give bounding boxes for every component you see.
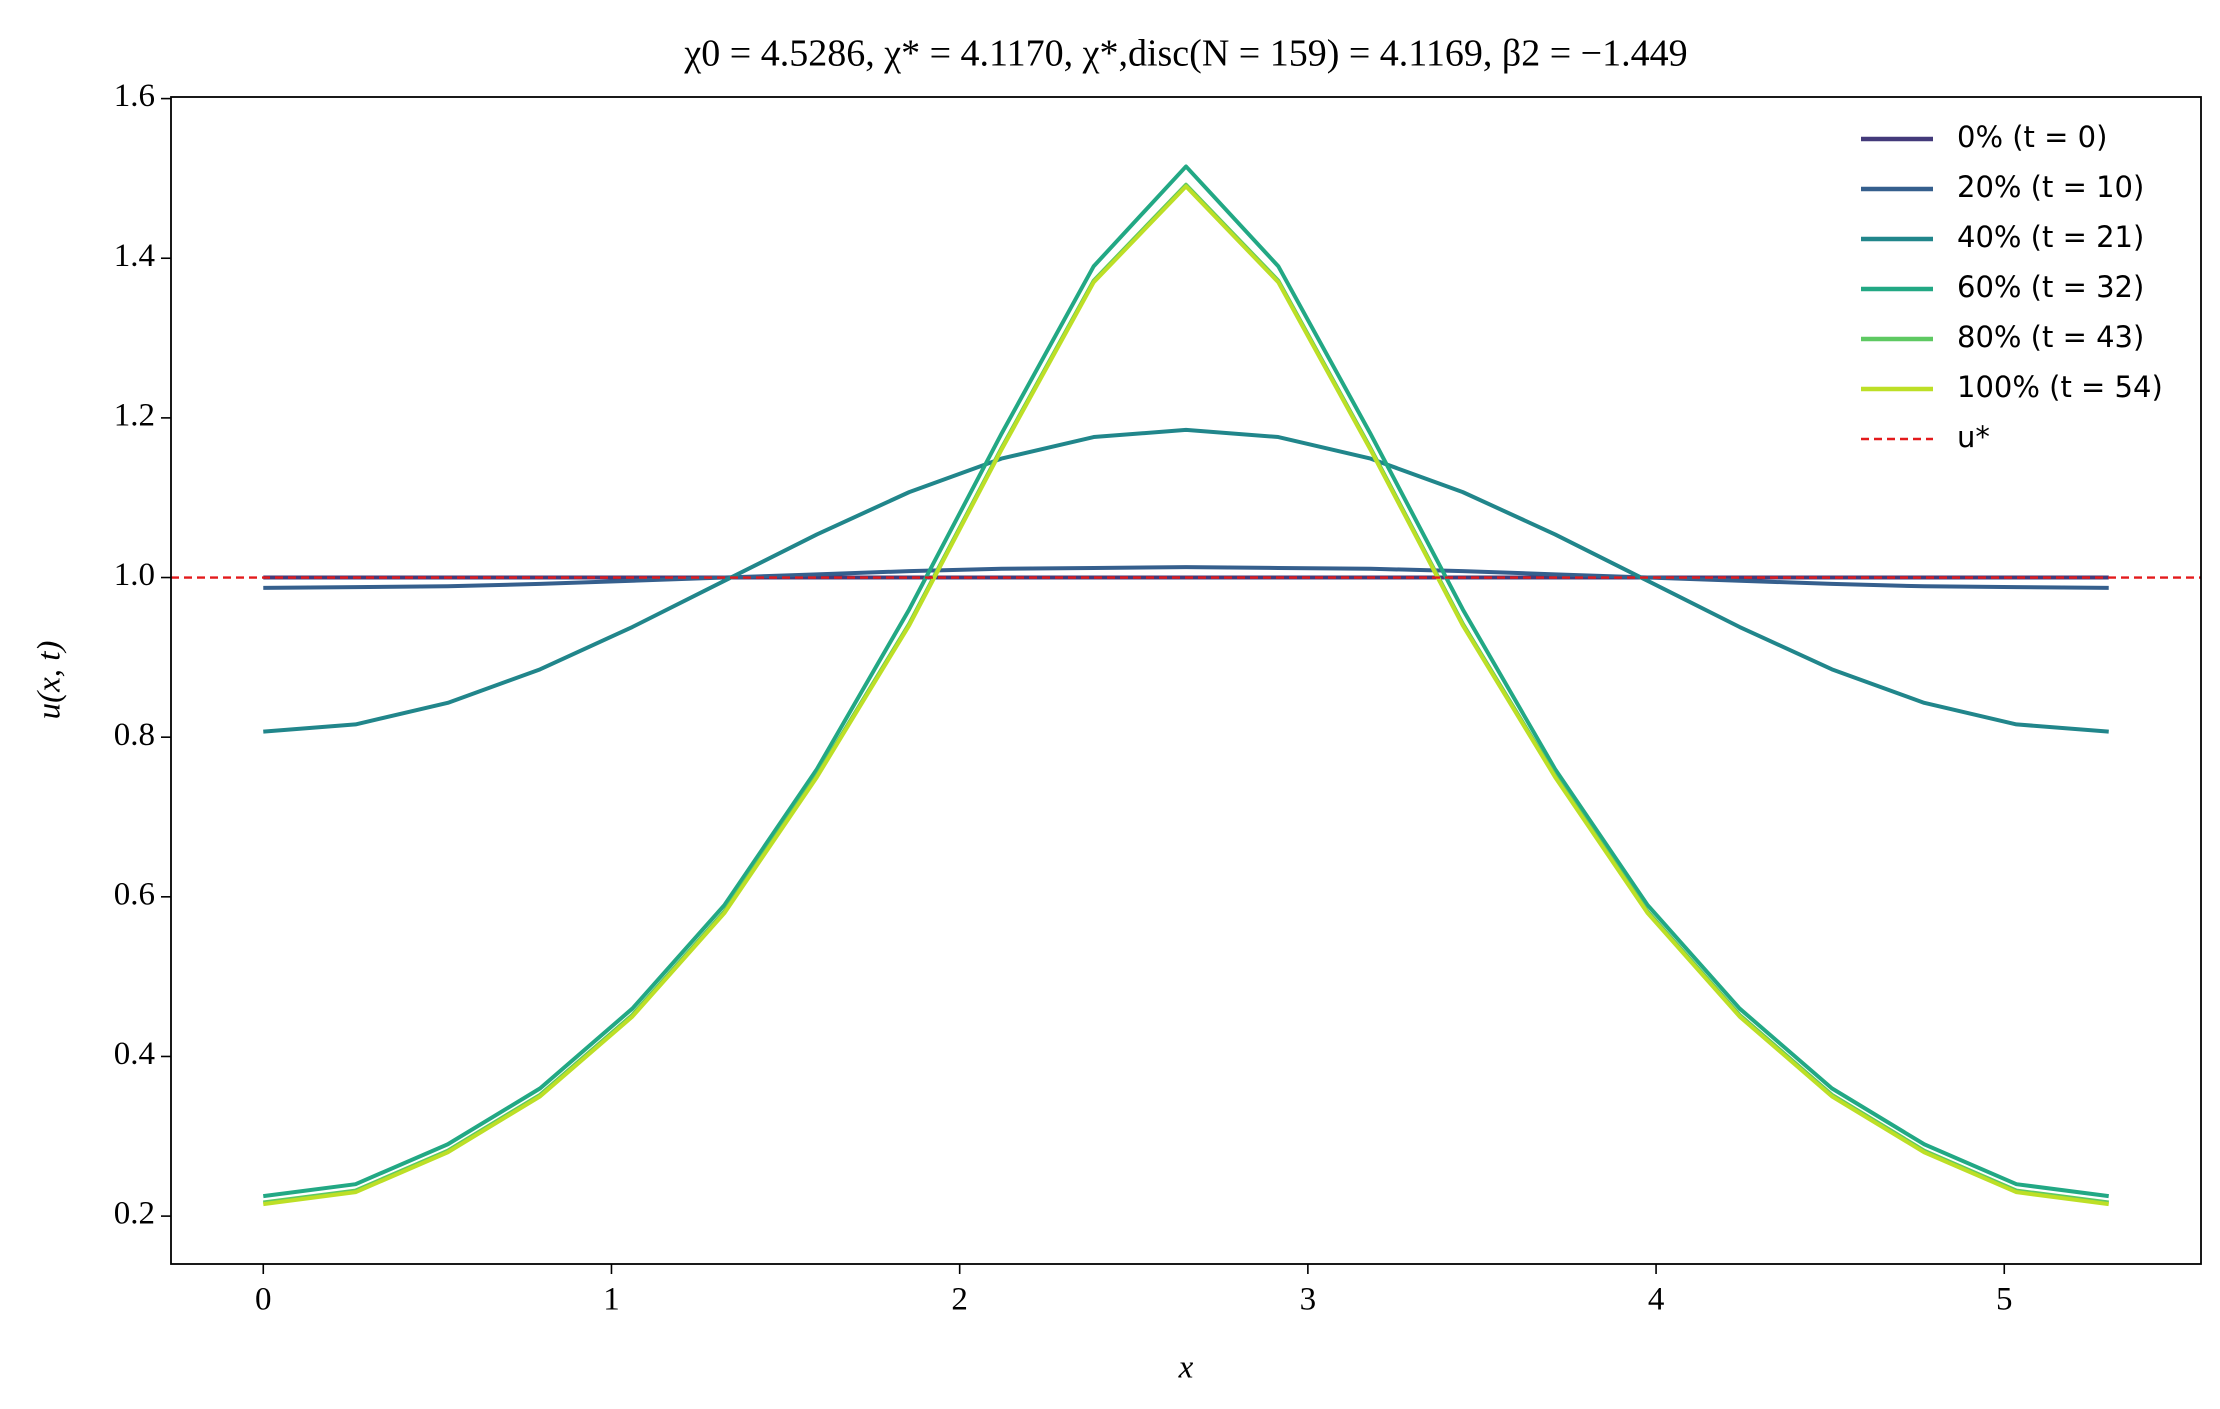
legend-label: 80% (t = 43) (1957, 320, 2144, 354)
x-tick-label: 0 (255, 1282, 272, 1318)
y-tick-label: 0.2 (114, 1196, 155, 1232)
legend-label: 40% (t = 21) (1957, 220, 2144, 254)
legend-label: 100% (t = 54) (1957, 370, 2163, 404)
x-tick-label: 4 (1648, 1282, 1665, 1318)
y-tick-label: 0.6 (114, 876, 155, 912)
series-line (263, 427, 2109, 734)
y-tick-label: 1.2 (114, 397, 155, 433)
y-tick-label: 0.8 (114, 717, 155, 753)
y-tick-label: 1.0 (114, 557, 155, 593)
plot-area (171, 164, 2201, 1207)
axes-frame (170, 96, 2202, 1265)
legend-label: 60% (t = 32) (1957, 270, 2144, 304)
y-tick-label: 1.6 (114, 78, 155, 114)
series-line (263, 184, 2109, 1207)
y-tick-label: 1.4 (114, 238, 155, 274)
y-axis-label: u(x, t) (32, 641, 68, 720)
chart-title: χ0 = 4.5286, χ* = 4.1170, χ*,disc(N = 15… (683, 33, 1687, 75)
x-tick-label: 3 (1300, 1282, 1317, 1318)
series-line (263, 182, 2109, 1205)
legend-label: 0% (t = 0) (1957, 120, 2107, 154)
x-tick-label: 5 (1996, 1282, 2013, 1318)
x-tick-label: 1 (603, 1282, 620, 1318)
series-line (263, 164, 2109, 1199)
x-axis-label: x (1178, 1350, 1194, 1386)
y-tick-label: 0.4 (114, 1036, 155, 1072)
legend-label: u* (1957, 420, 1990, 454)
series-line (263, 565, 2109, 590)
x-tick-label: 2 (951, 1282, 968, 1318)
legend-label: 20% (t = 10) (1957, 170, 2144, 204)
